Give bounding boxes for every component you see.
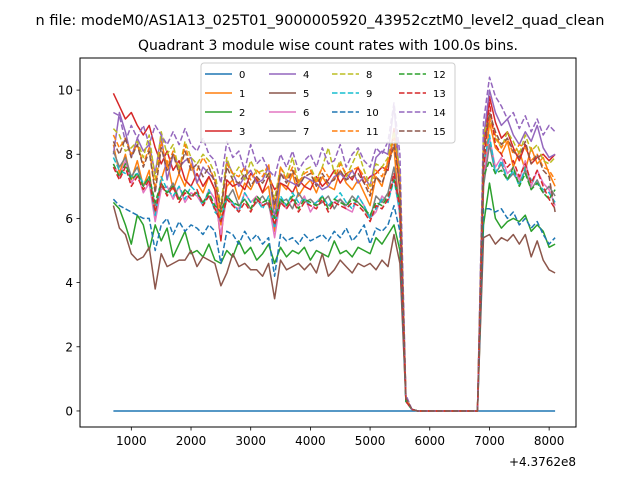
x-tick-label: 2000 xyxy=(176,434,207,448)
x-tick-label: 5000 xyxy=(355,434,386,448)
series-line-13 xyxy=(112,102,556,412)
figure-suptitle: n file: modeM0/AS1A13_025T01_9000005920_… xyxy=(36,13,605,29)
legend-box xyxy=(200,62,456,144)
series-line-15 xyxy=(112,111,556,412)
legend-label-6: 6 xyxy=(303,108,309,119)
legend-label-4: 4 xyxy=(303,70,309,81)
legend-label-1: 1 xyxy=(239,89,245,100)
y-tick-label: 0 xyxy=(65,404,73,418)
legend-label-5: 5 xyxy=(303,89,309,100)
axes-title: Quadrant 3 module wise count rates with … xyxy=(138,38,518,54)
legend-label-8: 8 xyxy=(366,70,372,81)
series-line-12 xyxy=(112,159,556,412)
y-tick-label: 4 xyxy=(65,276,73,290)
legend-label-3: 3 xyxy=(239,127,245,138)
legend-label-10: 10 xyxy=(366,108,379,119)
legend-label-13: 13 xyxy=(433,89,446,100)
legend-label-12: 12 xyxy=(433,70,446,81)
x-offset-label: +4.3762e8 xyxy=(509,455,576,469)
x-tick-label: 4000 xyxy=(295,434,326,448)
plot-area xyxy=(112,76,556,412)
x-tick-label: 6000 xyxy=(414,434,445,448)
legend-label-0: 0 xyxy=(239,70,245,81)
axes-frame xyxy=(79,57,577,428)
x-tick-label: 7000 xyxy=(474,434,505,448)
legend-label-14: 14 xyxy=(433,108,446,119)
y-tick-label: 10 xyxy=(58,84,73,98)
legend-label-2: 2 xyxy=(239,108,245,119)
y-tick-label: 6 xyxy=(65,212,73,226)
y-tick-label: 2 xyxy=(65,340,73,354)
legend-label-7: 7 xyxy=(303,127,309,138)
legend-label-9: 9 xyxy=(366,89,372,100)
x-tick-label: 8000 xyxy=(534,434,565,448)
legend-label-15: 15 xyxy=(433,127,446,138)
y-axis: 0 2 4 6 8 10 xyxy=(58,84,80,418)
series-line-8 xyxy=(112,115,556,412)
legend-label-11: 11 xyxy=(366,127,379,138)
x-axis: 1000 2000 3000 4000 5000 6000 7000 8000 xyxy=(116,427,564,448)
x-tick-label: 3000 xyxy=(235,434,266,448)
y-tick-label: 8 xyxy=(65,148,73,162)
x-tick-label: 1000 xyxy=(116,434,147,448)
